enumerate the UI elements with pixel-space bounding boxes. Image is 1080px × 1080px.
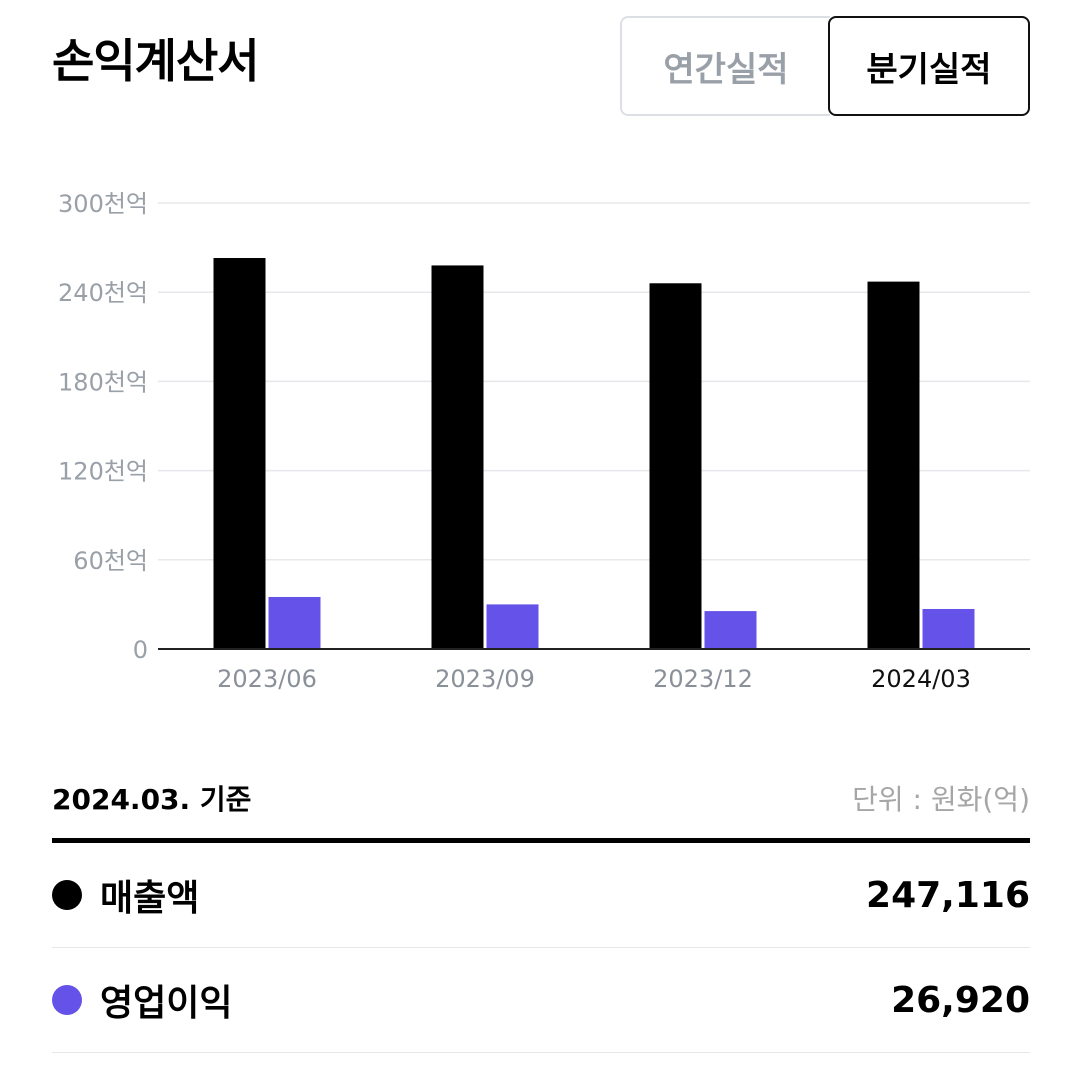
page-title: 손익계산서 (52, 34, 260, 88)
revenue-bar-2024-03[interactable] (867, 281, 920, 649)
operating-income-bar-2023-12[interactable] (704, 611, 757, 649)
y-axis-ticks: 0 60천억 120천억 180천억 240천억 300천억 (58, 190, 148, 664)
revenue-label: 매출액 (100, 878, 200, 919)
summary-row-revenue: 매출액 247,116 (52, 843, 1030, 948)
unit-label: 단위 : 원화(억) (852, 783, 1030, 816)
revenue-bar-2023-06[interactable] (213, 258, 266, 649)
x-axis-ticks: 2023/06 2023/09 2023/12 2024/03 (217, 665, 971, 693)
tab-quarterly[interactable]: 분기실적 (827, 16, 1030, 116)
operating-income-bar-2023-06[interactable] (268, 596, 321, 649)
x-tick-label: 2024/03 (871, 665, 971, 693)
revenue-bar-2023-12[interactable] (649, 283, 702, 649)
y-tick-label: 120천억 (58, 458, 148, 486)
operating-income-bar-2024-03[interactable] (922, 608, 975, 649)
revenue-bar-2023-09[interactable] (431, 265, 484, 649)
tab-annual[interactable]: 연간실적 (620, 16, 830, 116)
income-chart: 0 60천억 120천억 180천억 240천억 300천억 2023/06 2023/09… (58, 190, 1030, 693)
revenue-value: 247,116 (866, 874, 1030, 916)
x-tick-label: 2023/12 (653, 665, 753, 693)
summary-divider (52, 838, 1030, 843)
basis-date: 2024.03. 기준 (52, 783, 252, 816)
operating-income-value: 26,920 (891, 979, 1030, 1021)
y-tick-label: 240천억 (58, 279, 148, 307)
y-tick-label: 180천억 (58, 368, 148, 396)
revenue-legend-dot (52, 880, 82, 910)
y-tick-label: 0 (133, 636, 148, 664)
y-tick-label: 300천억 (58, 190, 148, 218)
operating-income-bar-2023-09[interactable] (486, 604, 539, 649)
x-tick-label: 2023/06 (217, 665, 317, 693)
period-tabs: 연간실적 분기실적 (620, 16, 1030, 116)
summary-row-operating-income: 영업이익 26,920 (52, 948, 1030, 1053)
x-tick-label: 2023/09 (435, 665, 535, 693)
operating-income-label: 영업이익 (100, 983, 233, 1024)
operating-income-legend-dot (52, 985, 82, 1015)
bars (213, 258, 975, 649)
y-tick-label: 60천억 (73, 547, 148, 575)
